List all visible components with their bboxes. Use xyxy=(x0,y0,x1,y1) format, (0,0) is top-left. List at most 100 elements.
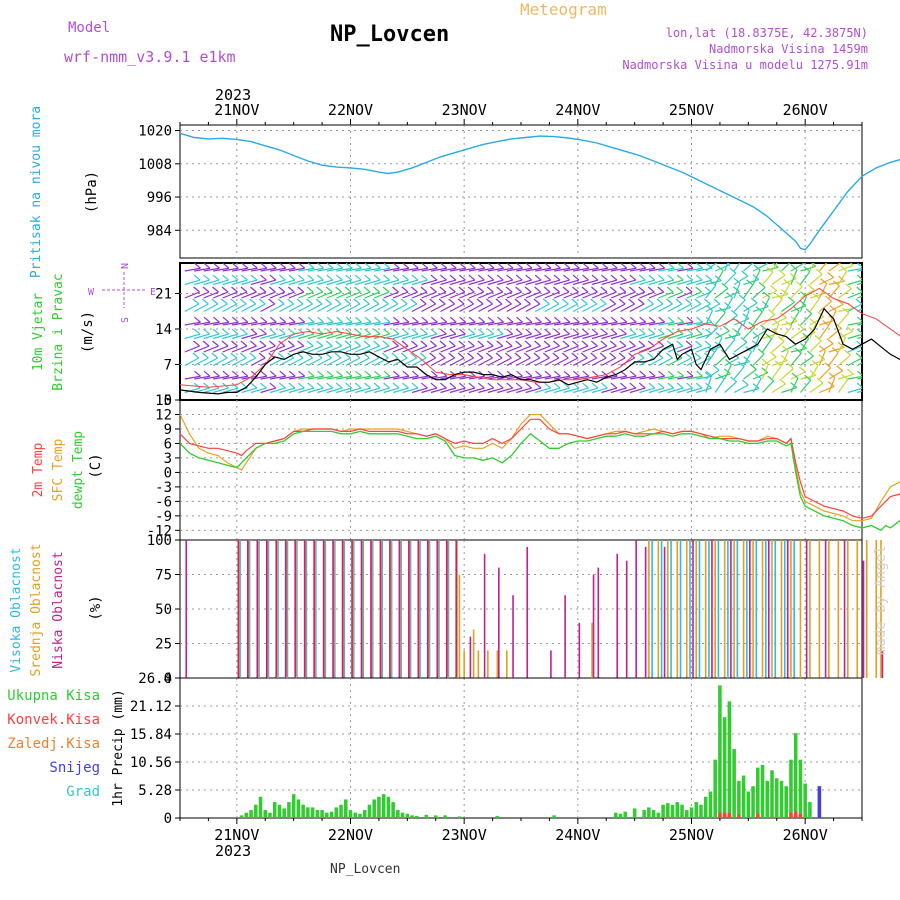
wind-barb xyxy=(648,333,665,340)
wind-barb xyxy=(468,345,484,353)
wind-barb-feather xyxy=(279,370,287,377)
precip-bar xyxy=(310,807,315,818)
wind-barb xyxy=(591,279,608,286)
wind-barb-feather xyxy=(805,308,813,315)
wind-barb xyxy=(373,357,389,367)
wind-barb-feather xyxy=(449,370,457,377)
wind-barb-feather xyxy=(411,370,419,377)
wind-barb-feather xyxy=(374,370,381,377)
wind-barb-feather xyxy=(716,265,724,272)
wind-barb xyxy=(809,358,825,367)
wind-barb-feather xyxy=(677,370,684,377)
wind-barb xyxy=(459,375,476,380)
wind-barb xyxy=(193,291,210,299)
wind-barb xyxy=(193,303,209,313)
wind-barb xyxy=(393,321,409,326)
wind-barb-feather xyxy=(364,328,372,335)
wind-barb-feather xyxy=(561,352,569,359)
wind-barb xyxy=(288,291,304,299)
precip-bar xyxy=(263,810,268,818)
wind-barb-feather xyxy=(345,382,353,389)
wind-barb-feather xyxy=(766,266,774,273)
wind-barb-feather xyxy=(448,298,455,305)
wind-barb-feather xyxy=(667,370,675,377)
wind-barb-feather xyxy=(619,274,627,281)
precip-bar xyxy=(405,813,410,818)
wind-barb xyxy=(345,357,361,367)
precip-bar xyxy=(642,810,646,818)
wind-barb xyxy=(762,296,771,312)
wind-barb xyxy=(497,345,513,353)
wind-barb-feather xyxy=(258,298,266,305)
wind-barb xyxy=(317,267,334,272)
wind-barb xyxy=(667,357,683,367)
wind-barb-feather xyxy=(865,353,871,358)
wind-barb xyxy=(695,303,711,313)
day-label-bottom: 25NOV xyxy=(669,826,714,844)
wind-barb-feather xyxy=(849,263,854,266)
wind-barb xyxy=(307,387,324,394)
wind-barb xyxy=(212,333,229,340)
wind-barb xyxy=(762,271,774,285)
wind-barb-feather xyxy=(440,328,447,335)
precip-bar xyxy=(552,815,556,818)
wind-barb xyxy=(364,303,380,313)
wind-barb xyxy=(724,339,736,353)
wind-barb-feather xyxy=(354,340,361,347)
wind-barb-feather xyxy=(477,328,485,335)
wind-barb xyxy=(260,345,276,353)
wind-barb xyxy=(610,321,627,326)
wind-barb-feather xyxy=(571,298,579,305)
wind-barb xyxy=(317,387,333,394)
precip-bar xyxy=(287,802,291,818)
wind-barb xyxy=(544,345,560,353)
wind-barb xyxy=(733,282,741,299)
wind-barb xyxy=(421,375,438,380)
precip-bar xyxy=(666,803,670,818)
wind-barb xyxy=(336,279,352,286)
wind-barb-feather xyxy=(449,316,457,323)
wind-barb-feather xyxy=(306,352,313,359)
wind-barb xyxy=(677,279,693,286)
precip-bar xyxy=(793,733,798,818)
wind-barb xyxy=(336,345,352,353)
wind-barb xyxy=(809,263,815,272)
wind-barb xyxy=(705,346,722,353)
wind-barb xyxy=(563,333,580,340)
wind-barb xyxy=(667,345,683,353)
precip-bar xyxy=(433,815,438,818)
wind-barb xyxy=(402,357,418,367)
wind-barb-feather xyxy=(810,263,817,267)
wind-barb-feather xyxy=(297,382,305,389)
wind-barb-feather xyxy=(867,383,873,388)
wind-barb xyxy=(790,269,798,285)
wind-barb-feather xyxy=(259,286,267,293)
y-tick-label: -6 xyxy=(155,494,172,510)
wind-barb-feather xyxy=(820,278,828,285)
wind-barb-feather xyxy=(827,381,835,387)
wind-barb xyxy=(326,387,343,394)
precip-bar xyxy=(320,810,324,818)
cloud-side-label-1: Visoka Oblacnost xyxy=(9,547,24,672)
wind-barb xyxy=(809,340,822,353)
wind-barb-feather xyxy=(841,374,849,381)
precip-bar xyxy=(424,814,429,818)
wind-barb xyxy=(497,333,513,340)
wind-barb-feather xyxy=(306,298,313,305)
wind-barb-feather xyxy=(562,286,570,293)
wind-barb-feather xyxy=(516,316,523,323)
wind-barb xyxy=(459,321,476,326)
temp-ylabel: (C) xyxy=(88,453,104,478)
wind-barb-feather xyxy=(610,382,618,389)
wind-barb-feather xyxy=(345,274,353,281)
wind-barb xyxy=(497,357,512,367)
wind-barb-feather xyxy=(591,263,599,269)
wind-barb-feather xyxy=(203,263,211,269)
day-label-top: 24NOV xyxy=(555,101,600,119)
wind-barb-feather xyxy=(268,298,276,305)
wind-barb xyxy=(857,377,862,380)
wind-barb-feather xyxy=(857,316,862,322)
wind-barb-feather xyxy=(543,340,551,347)
wind-barb-feather xyxy=(581,340,589,347)
